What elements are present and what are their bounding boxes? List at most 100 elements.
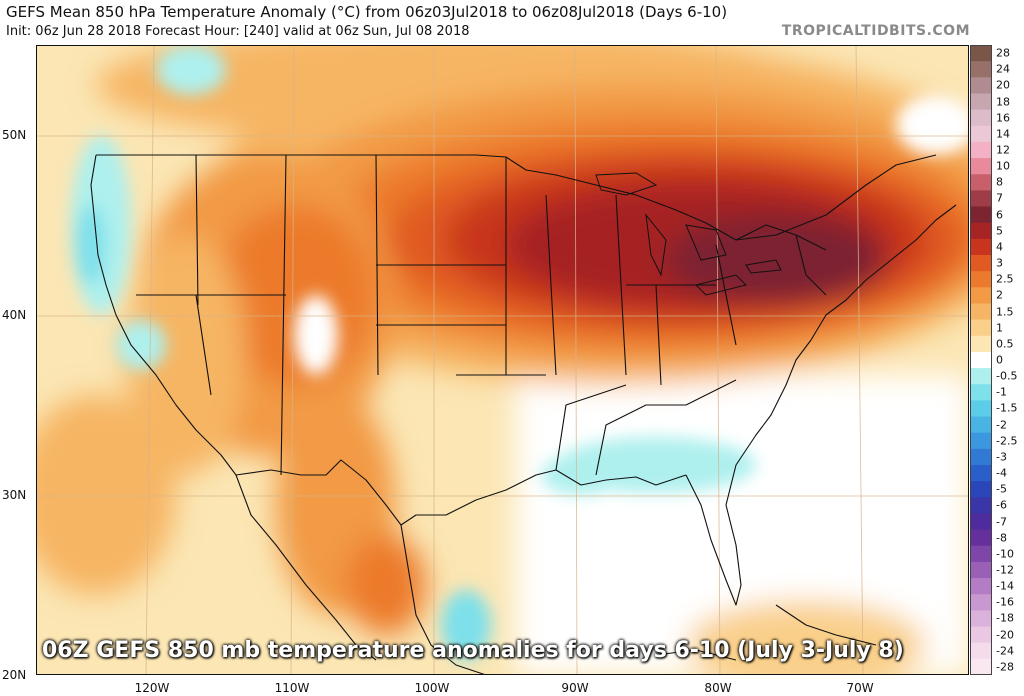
lon-label-100w: 100W — [414, 681, 450, 695]
colorbar-label: -1.5 — [996, 401, 1018, 415]
site-credit: TROPICALTIDBITS.COM — [781, 23, 970, 39]
colorbar-label: 16 — [996, 111, 1010, 125]
colorbar-swatch — [970, 448, 992, 466]
colorbar-label: 12 — [996, 143, 1010, 157]
overlay-caption: 06Z GEFS 850 mb temperature anomalies fo… — [42, 638, 904, 663]
colorbar-label: 10 — [996, 159, 1010, 173]
lon-label-80w: 80W — [704, 681, 732, 695]
colorbar-swatch — [970, 238, 992, 256]
colorbar-label: -0.5 — [996, 369, 1018, 383]
colorbar-swatch — [970, 481, 992, 498]
colorbar-label: 3 — [996, 256, 1003, 270]
colorbar-label: -16 — [996, 595, 1014, 609]
colorbar-label: 0.5 — [996, 337, 1014, 351]
colorbar-swatch — [970, 303, 992, 321]
colorbar-label: -8 — [996, 531, 1007, 545]
colorbar-label: 2.5 — [996, 272, 1014, 286]
lat-label-30n: 30N — [2, 488, 27, 502]
colorbar-swatch — [970, 174, 992, 191]
colorbar-swatch — [970, 77, 992, 94]
colorbar-swatch — [970, 287, 992, 304]
colorbar-swatch — [970, 578, 992, 595]
colorbar-label: -1 — [996, 385, 1007, 399]
colorbar-swatch — [970, 271, 992, 288]
colorbar-swatch — [970, 61, 992, 78]
colorbar-swatch — [970, 642, 992, 660]
chart-title: GEFS Mean 850 hPa Temperature Anomaly (°… — [6, 3, 728, 21]
colorbar-label: 4 — [996, 240, 1003, 254]
colorbar-label: -6 — [996, 498, 1007, 512]
colorbar-swatch — [970, 416, 992, 434]
colorbar-swatch — [970, 513, 992, 531]
great-lakes — [595, 172, 782, 296]
colorbar-label: -14 — [996, 579, 1014, 593]
colorbar-label: -20 — [996, 628, 1014, 642]
colorbar-swatch — [970, 545, 992, 563]
colorbar-swatch — [970, 109, 992, 127]
colorbar-label: 1 — [996, 321, 1003, 335]
colorbar-swatch — [970, 190, 992, 208]
anomaly-shading — [36, 45, 969, 675]
colorbar-swatch — [970, 141, 992, 159]
colorbar-label: -5 — [996, 482, 1007, 496]
borders-and-coastlines — [90, 154, 957, 675]
colorbar-label: -4 — [996, 466, 1007, 480]
colorbar-swatch — [970, 351, 992, 369]
colorbar-swatch — [970, 497, 992, 514]
colorbar-label: 20 — [996, 78, 1010, 92]
colorbar-swatch — [970, 335, 992, 353]
colorbar-swatch — [970, 626, 992, 644]
cool-anomaly-patches — [71, 45, 969, 660]
colorbar-label: 14 — [996, 127, 1010, 141]
colorbar-swatch — [970, 255, 992, 272]
colorbar-swatch — [970, 529, 992, 547]
colorbar-label: 28 — [996, 46, 1010, 60]
colorbar-label: -12 — [996, 563, 1014, 577]
colorbar-label: 7 — [996, 191, 1003, 205]
lon-label-70w: 70W — [846, 681, 874, 695]
colorbar-swatch — [970, 206, 992, 224]
colorbar-swatch — [970, 222, 992, 240]
colorbar-swatch — [970, 658, 992, 675]
colorbar-swatch — [970, 465, 992, 482]
colorbar-swatch — [970, 610, 992, 628]
lat-lon-grid — [36, 45, 969, 675]
colorbar-label: 18 — [996, 95, 1010, 109]
colorbar-label: 8 — [996, 175, 1003, 189]
colorbar-swatch — [970, 432, 992, 450]
colorbar-label: -18 — [996, 611, 1014, 625]
colorbar-swatch — [970, 125, 992, 143]
colorbar-swatch — [970, 158, 992, 175]
colorbar-swatch — [970, 384, 992, 401]
lat-label-50n: 50N — [2, 128, 27, 142]
colorbar-swatch — [970, 400, 992, 418]
colorbar-swatch — [970, 594, 992, 611]
colorbar-label: -2.5 — [996, 434, 1018, 448]
colorbar-border — [970, 45, 992, 675]
chart-subtitle: Init: 06z Jun 28 2018 Forecast Hour: [24… — [6, 24, 470, 39]
colorbar — [970, 45, 992, 675]
colorbar-label: 0 — [996, 353, 1003, 367]
colorbar-label: -3 — [996, 450, 1007, 464]
colorbar-swatch — [970, 561, 992, 579]
colorbar-label: -28 — [996, 660, 1014, 674]
anomaly-map — [36, 45, 969, 675]
colorbar-label: 24 — [996, 62, 1010, 76]
colorbar-label: -7 — [996, 515, 1007, 529]
colorbar-swatch — [970, 93, 992, 111]
colorbar-label: 6 — [996, 208, 1003, 222]
lat-label-20n: 20N — [2, 668, 27, 682]
colorbar-label: -10 — [996, 547, 1014, 561]
colorbar-label: -24 — [996, 644, 1014, 658]
lat-label-40n: 40N — [2, 308, 27, 322]
colorbar-label: -2 — [996, 418, 1007, 432]
lon-label-110w: 110W — [274, 681, 310, 695]
colorbar-label: 5 — [996, 224, 1003, 238]
colorbar-swatch — [970, 368, 992, 385]
colorbar-label: 2 — [996, 288, 1003, 302]
lon-label-90w: 90W — [561, 681, 589, 695]
lon-label-120w: 120W — [134, 681, 170, 695]
colorbar-label: 1.5 — [996, 305, 1014, 319]
colorbar-swatch — [970, 45, 992, 62]
colorbar-swatch — [970, 319, 992, 337]
